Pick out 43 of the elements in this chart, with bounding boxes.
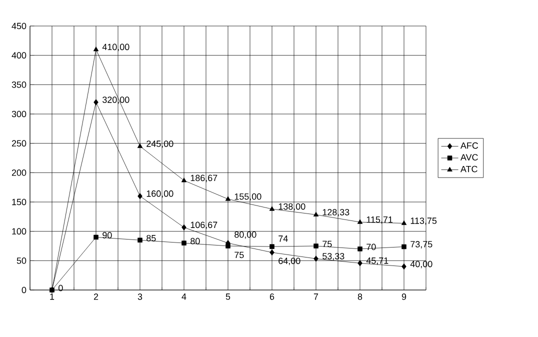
y-tick-label: 400	[12, 52, 26, 59]
legend-label: AVC	[460, 154, 478, 160]
x-tick-label: 1	[50, 294, 54, 300]
data-label: 138,00	[278, 203, 306, 211]
data-label: 40,00	[410, 260, 432, 268]
data-label: 73,75	[410, 241, 432, 248]
data-label: 80,00	[234, 231, 256, 239]
x-tick-label: 8	[358, 294, 362, 300]
data-label: 113,75	[410, 218, 437, 225]
x-tick-label: 6	[270, 294, 274, 300]
data-label: 128,33	[322, 209, 350, 216]
x-tick-label: 5	[226, 294, 230, 300]
data-label: 75	[234, 252, 244, 258]
data-label: 74	[278, 236, 288, 242]
x-tick-label: 2	[94, 294, 98, 300]
legend-label: ATC	[460, 166, 478, 172]
data-label: 106,67	[190, 222, 218, 230]
data-label: 115,71	[366, 216, 392, 224]
y-tick-label: 50	[16, 257, 26, 264]
y-tick-label: 100	[12, 228, 26, 235]
y-tick-label: 250	[12, 140, 26, 147]
data-label: 70	[366, 244, 376, 250]
data-label: 160,00	[146, 190, 174, 198]
x-tick-label: 9	[402, 294, 406, 300]
y-tick-label: 0	[22, 286, 26, 294]
x-tick-label: 3	[138, 294, 142, 300]
y-tick-label: 300	[12, 110, 26, 118]
y-tick-label: 350	[12, 81, 26, 88]
data-label: 75	[322, 240, 332, 248]
data-label: 320,00	[102, 96, 130, 104]
x-tick-label: 7	[314, 294, 318, 300]
data-label: 410,00	[102, 44, 130, 52]
y-tick-label: 150	[12, 198, 26, 206]
data-label: 186,67	[190, 174, 218, 182]
y-tick-label: 200	[12, 169, 26, 176]
y-tick-label: 450	[12, 22, 26, 30]
data-label: 85	[146, 234, 156, 242]
data-label: 90	[102, 232, 112, 238]
data-label: 155,00	[234, 193, 262, 201]
data-label: 53,33	[322, 253, 344, 260]
legend-label: AFC	[460, 142, 478, 149]
x-tick-label: 4	[182, 294, 186, 300]
data-label: 80	[190, 238, 200, 244]
